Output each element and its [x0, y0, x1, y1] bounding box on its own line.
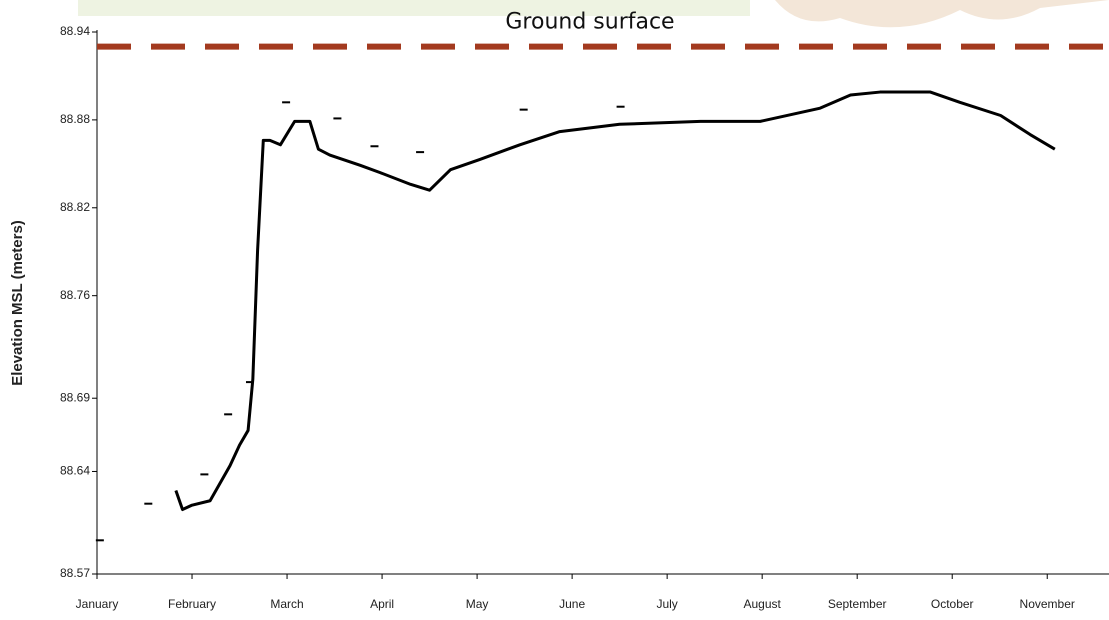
- x-tick-label: January: [76, 597, 119, 611]
- data-point: [282, 101, 290, 103]
- x-tick-label: March: [270, 597, 303, 611]
- ground-surface-label: Ground surface: [505, 10, 674, 35]
- x-tick-label: August: [743, 597, 781, 611]
- background-art: [775, 0, 1109, 27]
- y-tick-label: 88.76: [60, 288, 90, 302]
- y-tick-label: 88.82: [60, 200, 90, 214]
- data-point: [370, 145, 378, 147]
- data-point: [617, 106, 625, 108]
- data-point: [200, 473, 208, 475]
- x-tick-label: November: [1020, 597, 1075, 611]
- y-tick-label: 88.88: [60, 112, 90, 126]
- data-point: [333, 117, 341, 119]
- data-point: [520, 109, 528, 111]
- y-axis-label: Elevation MSL (meters): [9, 220, 26, 386]
- data-point: [224, 413, 232, 415]
- y-tick-label: 88.69: [60, 390, 90, 404]
- data-point: [96, 539, 104, 541]
- y-tick-label: 88.64: [60, 464, 90, 478]
- x-tick-label: July: [656, 597, 677, 611]
- data-point: [416, 151, 424, 153]
- chart: Elevation MSL (meters) 88.94 88.88 88.82 88…: [0, 0, 1109, 620]
- x-tick-label: June: [559, 597, 585, 611]
- data-point: [144, 503, 152, 505]
- y-tick-label: 88.94: [60, 24, 90, 38]
- x-tick-label: April: [370, 597, 394, 611]
- x-tick-label: February: [168, 597, 216, 611]
- x-tick-label: October: [931, 597, 974, 611]
- series-line: [176, 92, 1055, 509]
- data-point: [246, 381, 254, 383]
- y-tick-label: 88.57: [60, 566, 90, 580]
- x-tick-label: May: [466, 597, 489, 611]
- x-tick-label: September: [828, 597, 887, 611]
